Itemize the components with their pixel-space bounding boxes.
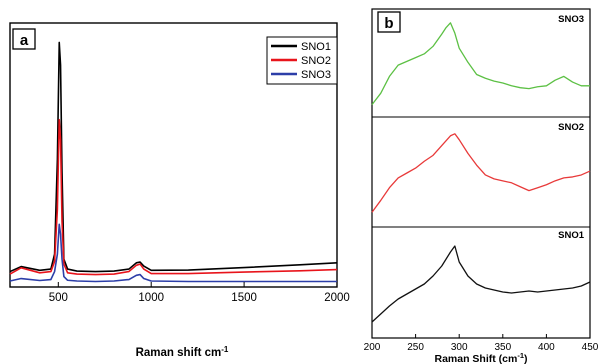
panel-a-ticks: 500 1000 1500 2000 bbox=[49, 282, 350, 304]
x-tick-label: 2000 bbox=[324, 292, 350, 304]
panel-b-ticks: 200 250 300 350 400 450 bbox=[364, 334, 598, 353]
x-tick-label: 1000 bbox=[138, 292, 164, 304]
subplot-label-sno2: SNO2 bbox=[558, 122, 584, 133]
panel-b-label-box bbox=[377, 11, 401, 33]
panel-a-frame bbox=[9, 22, 338, 288]
panel-a-series bbox=[9, 41, 338, 283]
series-line-sno1 bbox=[9, 41, 338, 273]
subplot-label-sno1: SNO1 bbox=[558, 230, 585, 241]
panel-b-series: SNO3 SNO2 SNO1 bbox=[371, 14, 591, 323]
x-tick-label: 500 bbox=[49, 292, 68, 304]
x-tick-label: 300 bbox=[451, 342, 468, 353]
x-tick-label: 350 bbox=[494, 342, 511, 353]
legend-label-sno2: SNO2 bbox=[301, 55, 331, 67]
panel-a-label-box bbox=[12, 28, 36, 50]
panel-b: SNO3 SNO2 SNO1 200 250 300 350 400 450 b Raman … bbox=[364, 8, 598, 364]
subplot-line-sno3 bbox=[371, 22, 590, 105]
panel-a-legend: SNO1 SNO2 SNO3 bbox=[266, 36, 338, 85]
panel-a-xlabel: Raman shift cm-1 bbox=[136, 345, 229, 359]
panel-b-label: b bbox=[384, 15, 393, 32]
x-tick-label: 400 bbox=[538, 342, 555, 353]
x-tick-label: 250 bbox=[407, 342, 424, 353]
x-tick-label: 200 bbox=[364, 342, 381, 353]
legend-label-sno3: SNO3 bbox=[301, 69, 331, 81]
series-line-sno2 bbox=[9, 118, 338, 276]
subplot-line-sno2 bbox=[371, 133, 591, 213]
subplot-line-sno1 bbox=[371, 245, 591, 323]
subplot-label-sno3: SNO3 bbox=[558, 14, 584, 25]
legend-label-sno1: SNO1 bbox=[301, 41, 331, 53]
panel-a-label: a bbox=[20, 32, 29, 49]
panel-b-xlabel: Raman Shift (cm-1) bbox=[434, 351, 527, 364]
x-tick-label: 1500 bbox=[231, 292, 257, 304]
x-tick-label: 450 bbox=[582, 342, 598, 353]
panel-b-frame bbox=[371, 8, 591, 339]
panel-a: 500 1000 1500 2000 a SNO1 SNO2 SNO3 Raman shi… bbox=[9, 22, 350, 359]
series-line-sno3 bbox=[9, 223, 337, 283]
